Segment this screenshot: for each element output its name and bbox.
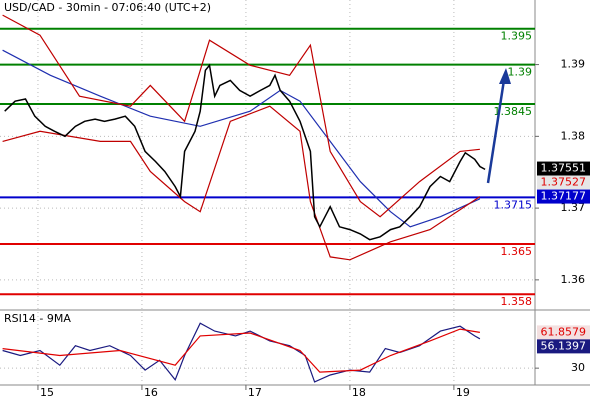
- projection-arrow: [486, 68, 511, 184]
- value-marker-label: 61.8579: [541, 325, 587, 338]
- overlay-line: [2, 14, 480, 218]
- series-line: [2, 328, 480, 373]
- price-marker-label: 1.37551: [541, 162, 587, 175]
- level-label: 1.358: [501, 295, 533, 308]
- level-label: 1.3715: [494, 198, 533, 211]
- arrow-head: [499, 68, 511, 84]
- price-marker-label: 1.37527: [541, 176, 587, 189]
- arrow-shaft: [486, 79, 506, 184]
- x-tick-label: 16: [144, 386, 158, 399]
- y-tick-label: 1.36: [561, 273, 586, 286]
- price-marker-label: 1.37177: [541, 190, 587, 203]
- price-marker: [537, 189, 590, 204]
- level-label: 1.3845: [494, 105, 533, 118]
- overlay-line: [2, 105, 481, 261]
- price-marker: [537, 175, 590, 190]
- x-tick-label: 17: [248, 386, 262, 399]
- y-tick-label: 1.37: [561, 201, 586, 214]
- x-tick-label: 18: [352, 386, 366, 399]
- value-marker: [537, 339, 590, 354]
- price-line: [4, 63, 486, 241]
- x-tick-label: 15: [40, 386, 54, 399]
- level-label: 1.395: [501, 30, 533, 43]
- y-tick-label: 1.39: [561, 58, 586, 71]
- level-label: 1.365: [501, 245, 533, 258]
- level-label: 1.39: [508, 66, 533, 79]
- price-marker: [537, 161, 590, 176]
- value-marker: [537, 325, 590, 340]
- y-tick-label: 30: [571, 361, 585, 374]
- y-tick-label: 1.38: [561, 129, 586, 142]
- overlay-line: [2, 49, 481, 228]
- indicator-title: RSI14 - 9MA: [4, 312, 71, 325]
- x-tick-label: 19: [456, 386, 470, 399]
- value-marker-label: 56.1397: [541, 339, 587, 352]
- chart-title: USD/CAD - 30min - 07:06:40 (UTC+2): [4, 1, 211, 14]
